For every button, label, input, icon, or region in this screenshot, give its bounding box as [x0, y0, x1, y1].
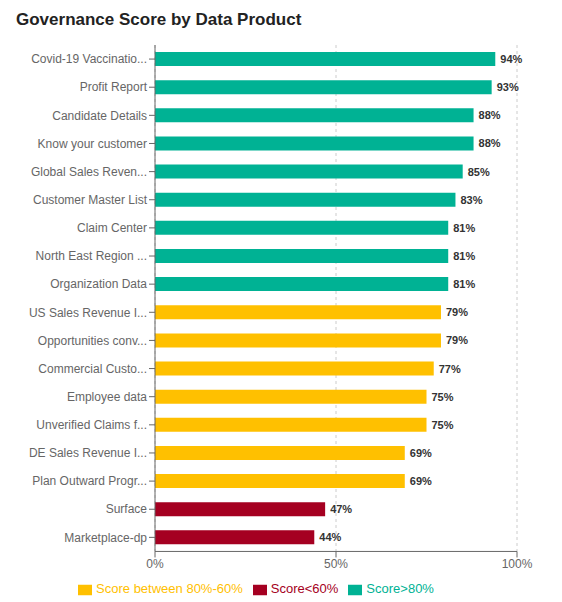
svg-text:79%: 79% [446, 334, 468, 346]
svg-text:North East Region ...: North East Region ... [36, 249, 147, 263]
svg-text:Customer Master List: Customer Master List [33, 193, 148, 207]
svg-text:100%: 100% [502, 557, 533, 571]
html-text:Governance Score by Data Produ: Governance Score by Data Product [16, 10, 302, 29]
svg-text:88%: 88% [479, 109, 501, 121]
svg-text:81%: 81% [453, 278, 475, 290]
svg-text:Plan Outward Progr...: Plan Outward Progr... [32, 474, 147, 488]
svg-text:47%: 47% [330, 503, 352, 515]
svg-text:US Sales Revenue I...: US Sales Revenue I... [29, 306, 147, 320]
svg-text:Global Sales Reven...: Global Sales Reven... [31, 165, 147, 179]
svg-text:Know your customer: Know your customer [38, 137, 147, 151]
svg-text:77%: 77% [439, 363, 461, 375]
svg-text:Claim Center: Claim Center [77, 221, 147, 235]
svg-text:88%: 88% [479, 137, 501, 149]
svg-text:69%: 69% [410, 475, 432, 487]
svg-text:Unverified Claims f...: Unverified Claims f... [36, 418, 147, 432]
svg-text:69%: 69% [410, 447, 432, 459]
svg-text:85%: 85% [468, 166, 490, 178]
html-text:Score between 80%-60%: Score between 80%-60% [96, 581, 243, 597]
html-text:Score<60%: Score<60% [270, 581, 339, 597]
svg-text:0%: 0% [146, 557, 164, 571]
svg-text:Profit Report: Profit Report [80, 80, 148, 94]
svg-text:94%: 94% [500, 53, 522, 65]
svg-text:50%: 50% [324, 557, 348, 571]
svg-text:81%: 81% [453, 250, 475, 262]
html-text:Score>80%: Score>80% [366, 581, 434, 597]
svg-text:79%: 79% [446, 306, 468, 318]
svg-text:44%: 44% [319, 531, 341, 543]
svg-text:Organization Data: Organization Data [50, 277, 147, 291]
svg-text:DE Sales Revenue I...: DE Sales Revenue I... [29, 446, 147, 460]
svg-text:93%: 93% [497, 81, 519, 93]
svg-text:Commercial Custo...: Commercial Custo... [38, 362, 147, 376]
svg-text:Surface: Surface [106, 502, 148, 516]
svg-text:75%: 75% [432, 419, 454, 431]
svg-text:Marketplace-dp: Marketplace-dp [64, 531, 147, 545]
svg-text:Covid-19 Vaccinatio...: Covid-19 Vaccinatio... [31, 52, 147, 66]
svg-text:75%: 75% [432, 391, 454, 403]
svg-text:Opportunities conv...: Opportunities conv... [38, 334, 147, 348]
svg-text:Employee data: Employee data [67, 390, 147, 404]
svg-text:Candidate Details: Candidate Details [52, 109, 147, 123]
svg-text:81%: 81% [453, 222, 475, 234]
svg-text:83%: 83% [460, 194, 482, 206]
